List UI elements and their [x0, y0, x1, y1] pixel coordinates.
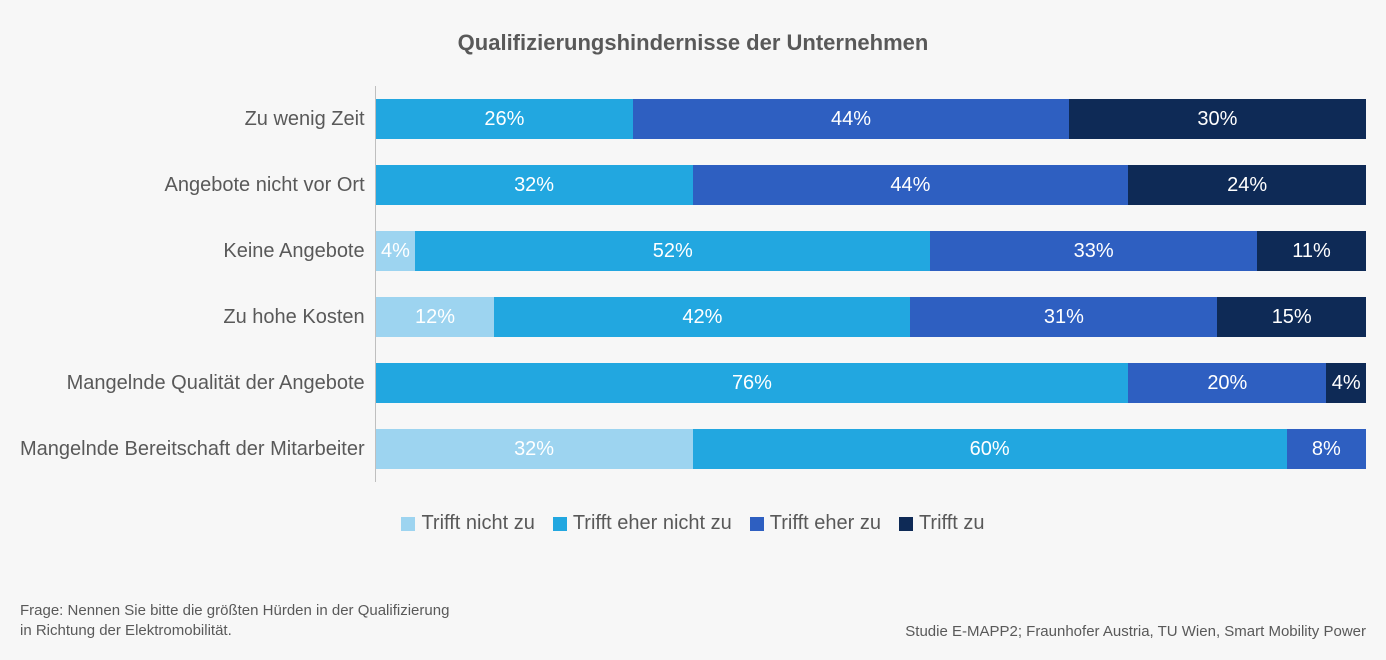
bar-segment: 24% [1128, 165, 1366, 205]
footer-question: Frage: Nennen Sie bitte die größten Hürd… [20, 601, 449, 640]
bar-segment: 52% [415, 231, 930, 271]
bar-row: 26%44%30% [376, 86, 1366, 152]
chart-body: Zu wenig ZeitAngebote nicht vor OrtKeine… [20, 86, 1366, 482]
footer-question-line1: Frage: Nennen Sie bitte die größten Hürd… [20, 602, 449, 619]
legend-label: Trifft nicht zu [421, 512, 534, 535]
stacked-bar: 76%20%4% [376, 363, 1366, 403]
bar-segment: 26% [376, 99, 633, 139]
legend: Trifft nicht zu Trifft eher nicht zu Triff… [20, 512, 1366, 535]
bar-segment: 8% [1287, 429, 1366, 469]
legend-label: Trifft eher nicht zu [573, 512, 732, 535]
bars-column: 26%44%30%32%44%24%4%52%33%11%12%42%31%15… [375, 86, 1366, 482]
category-label: Mangelnde Bereitschaft der Mitarbeiter [20, 416, 365, 482]
legend-item: Trifft eher zu [750, 512, 881, 535]
bar-segment: 15% [1217, 297, 1366, 337]
legend-swatch [899, 517, 913, 531]
category-label: Mangelnde Qualität der Angebote [67, 350, 365, 416]
category-label: Keine Angebote [223, 218, 364, 284]
legend-item: Trifft nicht zu [401, 512, 534, 535]
stacked-bar: 12%42%31%15% [376, 297, 1366, 337]
bar-segment: 44% [693, 165, 1129, 205]
legend-swatch [553, 517, 567, 531]
bar-segment: 30% [1069, 99, 1366, 139]
category-label: Angebote nicht vor Ort [165, 152, 365, 218]
bar-segment: 44% [633, 99, 1069, 139]
bar-row: 76%20%4% [376, 350, 1366, 416]
chart-footer: Frage: Nennen Sie bitte die größten Hürd… [20, 601, 1366, 640]
bar-row: 32%44%24% [376, 152, 1366, 218]
bar-segment: 31% [910, 297, 1217, 337]
bar-segment: 76% [376, 363, 1129, 403]
bar-segment: 4% [376, 231, 416, 271]
category-label: Zu hohe Kosten [223, 284, 364, 350]
bar-segment: 42% [494, 297, 910, 337]
legend-swatch [750, 517, 764, 531]
stacked-bar: 26%44%30% [376, 99, 1366, 139]
bar-segment: 20% [1128, 363, 1326, 403]
footer-question-line2: in Richtung der Elektromobilität. [20, 622, 232, 639]
bar-row: 4%52%33%11% [376, 218, 1366, 284]
stacked-bar: 32%60%8% [376, 429, 1366, 469]
bar-segment: 11% [1257, 231, 1366, 271]
bar-row: 12%42%31%15% [376, 284, 1366, 350]
legend-swatch [401, 517, 415, 531]
category-label: Zu wenig Zeit [245, 86, 365, 152]
bar-segment: 12% [376, 297, 495, 337]
legend-label: Trifft eher zu [770, 512, 881, 535]
bar-segment: 32% [376, 429, 693, 469]
stacked-bar: 4%52%33%11% [376, 231, 1366, 271]
bar-segment: 32% [376, 165, 693, 205]
bar-row: 32%60%8% [376, 416, 1366, 482]
legend-label: Trifft zu [919, 512, 985, 535]
y-axis-labels: Zu wenig ZeitAngebote nicht vor OrtKeine… [20, 86, 375, 482]
footer-source: Studie E-MAPP2; Fraunhofer Austria, TU W… [905, 623, 1366, 640]
bar-segment: 4% [1326, 363, 1366, 403]
chart-title: Qualifizierungshindernisse der Unternehm… [20, 30, 1366, 56]
stacked-bar: 32%44%24% [376, 165, 1366, 205]
chart-container: Qualifizierungshindernisse der Unternehm… [0, 0, 1386, 660]
bar-segment: 60% [693, 429, 1287, 469]
bar-segment: 33% [930, 231, 1257, 271]
legend-item: Trifft zu [899, 512, 985, 535]
legend-item: Trifft eher nicht zu [553, 512, 732, 535]
